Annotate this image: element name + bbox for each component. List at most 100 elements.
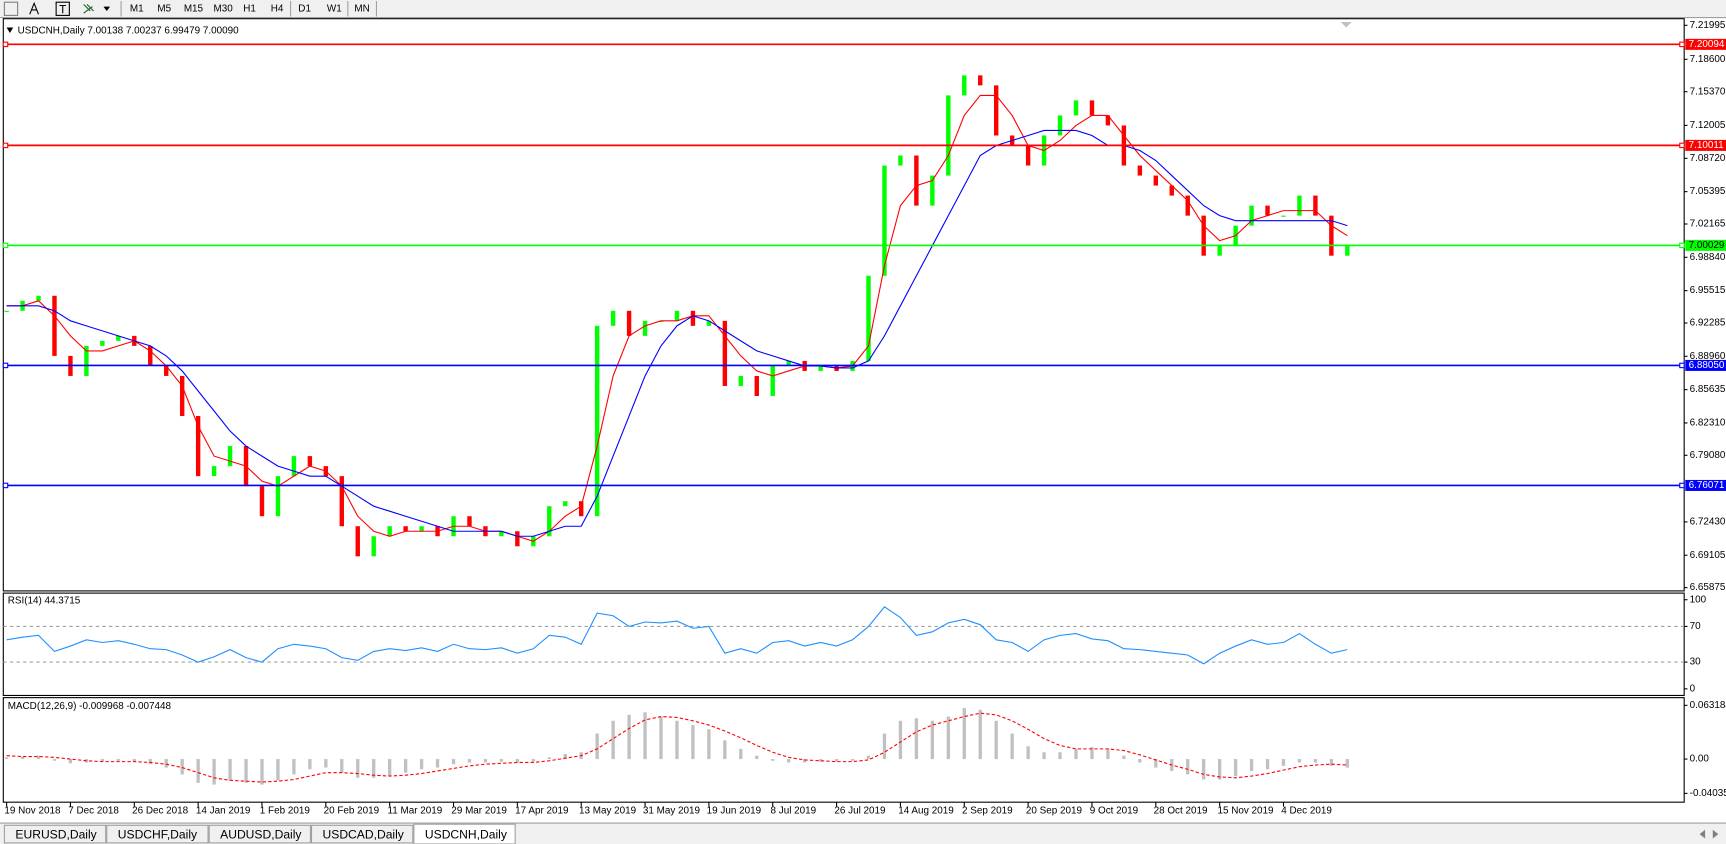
candle-body: [898, 155, 903, 166]
chart-tab[interactable]: [208, 824, 311, 844]
x-tick-label: 13 May 2019: [579, 806, 637, 817]
y-tick-label: 6.65875: [1690, 582, 1726, 593]
tab-scroll[interactable]: [1699, 829, 1719, 839]
chart-tab[interactable]: [3, 824, 107, 844]
macd-title: MACD(12,26,9) -0.009968 -0.007448: [8, 701, 172, 712]
tool-icon[interactable]: [29, 1, 40, 15]
macd-histogram-bar: [20, 756, 25, 760]
macd-histogram-bar: [531, 759, 535, 762]
candle-body: [610, 310, 616, 326]
macd-histogram-bar: [116, 759, 120, 761]
chart-header: USDCNH,Daily 7.00138 7.00237 6.99479 7.0…: [18, 25, 240, 36]
timeframe-button[interactable]: W1: [327, 3, 342, 14]
y-tick-label: 7.05395: [1690, 186, 1726, 197]
candle-body: [195, 416, 201, 477]
macd-histogram-bar: [148, 759, 152, 765]
macd-histogram-bar: [244, 759, 248, 783]
macd-histogram-bar: [180, 759, 184, 775]
tool-icon[interactable]: [3, 1, 19, 16]
level-anchor: [1679, 482, 1685, 489]
chart-tab-label[interactable]: USDCNH,Daily: [425, 827, 508, 841]
chart-tab-label[interactable]: USDCAD,Daily: [323, 827, 405, 841]
candle-body: [211, 466, 217, 477]
chart-tab-label[interactable]: EURUSD,Daily: [15, 827, 97, 841]
level-anchor: [2, 142, 9, 149]
macd-histogram-bar: [292, 759, 296, 775]
level-price-box: [1685, 139, 1726, 151]
macd-histogram-bar: [68, 759, 73, 764]
level-price-label: 7.10011: [1689, 140, 1725, 151]
macd-histogram-bar: [1249, 759, 1254, 771]
candle-body: [818, 365, 823, 371]
y-tick-label: 6.69105: [1690, 550, 1726, 561]
macd-histogram-bar: [1074, 748, 1078, 760]
candle-body: [387, 526, 392, 537]
y-tick-label: 6.85635: [1690, 384, 1726, 395]
macd-histogram-bar: [691, 725, 695, 760]
macd-histogram-bar: [1106, 748, 1110, 760]
tool-icon[interactable]: [55, 1, 70, 16]
collapse-arrow[interactable]: [6, 27, 14, 34]
timeframe-button[interactable]: M30: [214, 3, 234, 14]
candle-body: [722, 320, 728, 386]
level-anchor: [1679, 242, 1685, 249]
macd-histogram-bar: [212, 759, 216, 785]
candle-body: [962, 75, 967, 96]
macd-histogram-bar: [675, 720, 679, 760]
x-tick-label: 9 Oct 2019: [1090, 806, 1139, 817]
macd-histogram-bar: [1042, 752, 1046, 760]
macd-histogram-bar: [994, 720, 998, 760]
timeframe-button[interactable]: M15: [184, 3, 204, 14]
macd-histogram-bar: [818, 759, 823, 762]
y-tick-label: 7.21995: [1690, 20, 1726, 31]
candle-body: [1089, 100, 1095, 116]
macd-histogram-bar: [643, 712, 647, 760]
candle-body: [259, 486, 265, 517]
candle-body: [706, 320, 712, 326]
candle-body: [116, 335, 121, 341]
candle-body: [1313, 195, 1318, 216]
candle-body: [36, 295, 41, 301]
macd-histogram-bar: [930, 720, 934, 760]
candle-body: [674, 310, 680, 321]
macd-histogram-bar: [914, 718, 919, 760]
level-price-label: 6.76071: [1689, 480, 1725, 491]
macd-histogram-bar: [1202, 759, 1206, 780]
macd-histogram-bar: [563, 753, 567, 760]
candle-body: [148, 345, 153, 366]
dropdown-arrow[interactable]: [103, 6, 111, 12]
candle-body: [1297, 195, 1302, 216]
drawing-tools[interactable]: [3, 1, 111, 16]
macd-histogram-bar: [100, 759, 105, 762]
macd-signal-line: [6, 712, 1348, 783]
macd-histogram-bar: [866, 755, 871, 760]
x-tick-label: 26 Jul 2019: [834, 806, 886, 817]
y-tick-label: 6.72430: [1690, 517, 1726, 528]
chart-tab-label[interactable]: USDCHF,Daily: [118, 827, 198, 841]
timeframe-button[interactable]: M5: [157, 3, 171, 14]
macd-histogram-bar: [898, 720, 903, 760]
y-tick-label: 70: [1690, 621, 1702, 632]
chart-tab-label[interactable]: AUDUSD,Daily: [220, 827, 302, 841]
timeframe-button[interactable]: D1: [298, 3, 311, 14]
chart-tab[interactable]: [413, 823, 516, 844]
candle-body: [930, 175, 935, 206]
macd-histogram-bar: [595, 733, 599, 760]
level-anchor: [2, 242, 9, 249]
macd-histogram-bar: [36, 755, 41, 760]
timeframe-button[interactable]: M1: [130, 3, 144, 14]
candle-body: [1169, 185, 1174, 196]
level-price-box: [1685, 38, 1726, 50]
x-tick-label: 20 Feb 2019: [324, 806, 380, 817]
timeframe-button[interactable]: H4: [271, 3, 284, 14]
tool-icon[interactable]: [83, 4, 94, 14]
timeframe-button[interactable]: MN: [354, 3, 369, 14]
tool-icon[interactable]: [59, 4, 67, 14]
timeframe-button[interactable]: H1: [243, 3, 256, 14]
chart-tab[interactable]: [310, 824, 414, 844]
candle-body: [100, 340, 105, 346]
candle-body: [179, 375, 185, 417]
chart-tab[interactable]: [106, 824, 209, 844]
y-tick-label: 100: [1690, 594, 1707, 605]
